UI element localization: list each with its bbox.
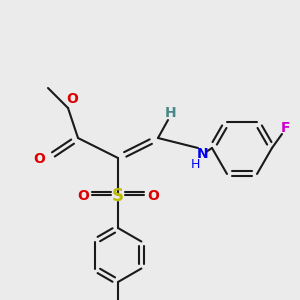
Text: O: O (147, 189, 159, 203)
Text: H: H (190, 158, 200, 172)
Text: O: O (77, 189, 89, 203)
Text: O: O (66, 92, 78, 106)
Text: O: O (33, 152, 45, 166)
Text: N: N (197, 147, 209, 161)
Text: H: H (165, 106, 177, 120)
Text: F: F (281, 121, 291, 135)
Text: S: S (112, 187, 124, 205)
